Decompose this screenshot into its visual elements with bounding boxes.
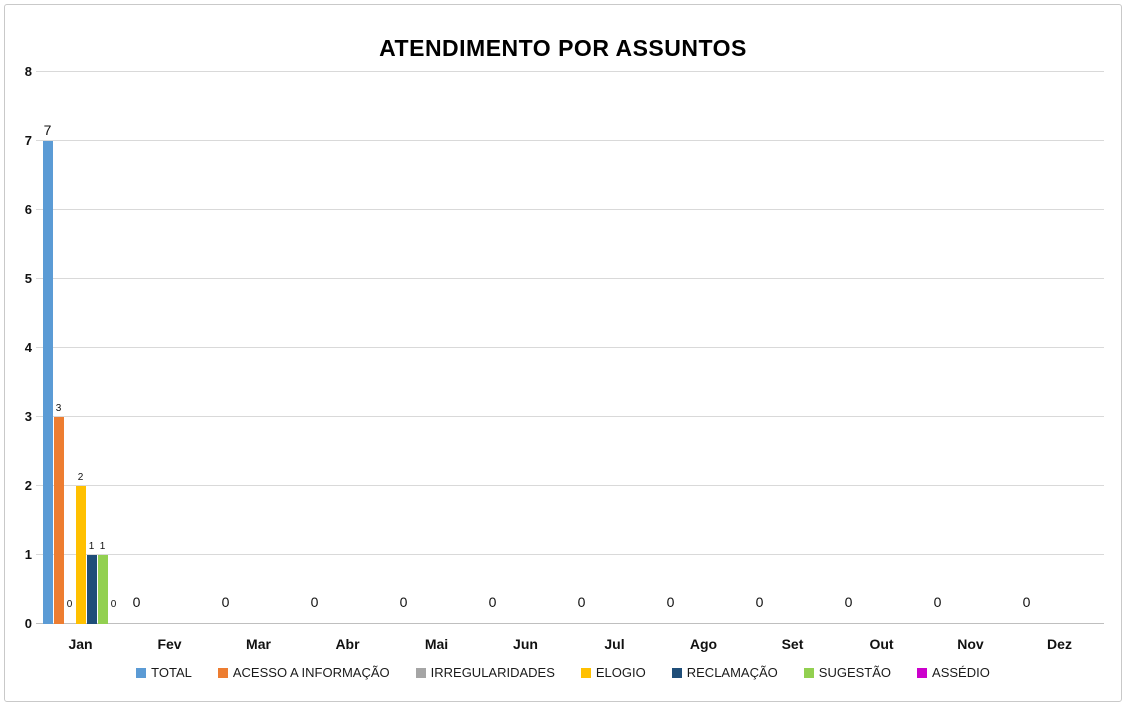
gridline-y1 bbox=[36, 554, 1104, 555]
data-label-total-nov: 0 bbox=[933, 594, 942, 610]
chart-title: ATENDIMENTO POR ASSUNTOS bbox=[379, 35, 747, 61]
bar-acesso-a-informa-o-jan bbox=[53, 417, 64, 624]
legend-label: IRREGULARIDADES bbox=[430, 665, 555, 680]
legend-label: RECLAMAÇÃO bbox=[686, 665, 778, 680]
legend: TOTAL ACESSO A INFORMAÇÃO IRREGULARIDADES E… bbox=[5, 665, 1121, 680]
legend-swatch-icon bbox=[917, 667, 928, 678]
legend-item-ass-dio: ASSÉDIO bbox=[917, 665, 990, 680]
legend-item-reclama-o: RECLAMAÇÃO bbox=[671, 665, 778, 680]
x-axis-label-mar: Mar bbox=[246, 636, 271, 652]
data-label-elogio-jan: 2 bbox=[77, 472, 84, 483]
legend-swatch-icon bbox=[671, 667, 682, 678]
y-axis-tick-6: 6 bbox=[24, 202, 32, 217]
data-label-reclama-o-jan: 1 bbox=[88, 541, 95, 552]
legend-item-acesso-a-informa-o: ACESSO A INFORMAÇÃO bbox=[217, 665, 390, 680]
legend-label: ELOGIO bbox=[595, 665, 646, 680]
data-label-total-abr: 0 bbox=[310, 594, 319, 610]
x-axis-label-out: Out bbox=[869, 636, 894, 652]
legend-label: TOTAL bbox=[151, 665, 192, 680]
x-axis-label-mai: Mai bbox=[424, 636, 449, 652]
y-axis-tick-5: 5 bbox=[24, 271, 32, 286]
legend-item-sugest-o: SUGESTÃO bbox=[803, 665, 892, 680]
gridline-y2 bbox=[36, 485, 1104, 486]
gridline-y5 bbox=[36, 278, 1104, 279]
data-label-total-out: 0 bbox=[844, 594, 853, 610]
data-label-total-jan: 7 bbox=[43, 122, 52, 138]
legend-swatch-icon bbox=[415, 667, 426, 678]
y-axis-tick-8: 8 bbox=[24, 64, 32, 79]
y-axis-tick-2: 2 bbox=[24, 478, 32, 493]
data-label-total-mar: 0 bbox=[221, 594, 230, 610]
gridline-y6 bbox=[36, 209, 1104, 210]
legend-item-total: TOTAL bbox=[136, 665, 192, 680]
data-label-total-jun: 0 bbox=[488, 594, 497, 610]
x-axis-label-jan: Jan bbox=[68, 636, 93, 652]
data-label-total-dez: 0 bbox=[1022, 594, 1031, 610]
legend-label: ACESSO A INFORMAÇÃO bbox=[232, 665, 390, 680]
data-label-total-jul: 0 bbox=[577, 594, 586, 610]
legend-label: ASSÉDIO bbox=[932, 665, 990, 680]
bar-elogio-jan bbox=[75, 486, 86, 624]
x-axis-label-nov: Nov bbox=[957, 636, 984, 652]
y-axis-tick-1: 1 bbox=[24, 547, 32, 562]
data-label-acesso-a-informa-o-jan: 3 bbox=[55, 403, 62, 414]
x-axis-label-set: Set bbox=[781, 636, 804, 652]
gridline-y8 bbox=[36, 71, 1104, 72]
legend-label: SUGESTÃO bbox=[818, 665, 892, 680]
gridline-y4 bbox=[36, 347, 1104, 348]
y-axis-tick-0: 0 bbox=[24, 616, 32, 631]
x-axis-line bbox=[36, 623, 1104, 624]
x-axis-label-abr: Abr bbox=[335, 636, 360, 652]
y-axis-tick-3: 3 bbox=[24, 409, 32, 424]
data-label-total-mai: 0 bbox=[399, 594, 408, 610]
y-axis-tick-4: 4 bbox=[24, 340, 32, 355]
legend-swatch-icon bbox=[580, 667, 591, 678]
legend-item-irregularidades: IRREGULARIDADES bbox=[415, 665, 555, 680]
x-axis-label-jun: Jun bbox=[513, 636, 538, 652]
legend-swatch-icon bbox=[217, 667, 228, 678]
bar-total-jan bbox=[42, 141, 53, 624]
data-label-sugest-o-jan: 1 bbox=[99, 541, 106, 552]
data-label-irregularidades-jan: 0 bbox=[66, 599, 73, 610]
data-label-ass-dio-jan: 0 bbox=[110, 599, 117, 610]
x-axis-label-fev: Fev bbox=[157, 636, 182, 652]
gridline-y3 bbox=[36, 416, 1104, 417]
legend-item-elogio: ELOGIO bbox=[580, 665, 646, 680]
x-axis-label-dez: Dez bbox=[1047, 636, 1072, 652]
data-label-total-fev: 0 bbox=[132, 594, 141, 610]
x-axis-label-jul: Jul bbox=[604, 636, 625, 652]
bar-reclama-o-jan bbox=[86, 555, 97, 624]
legend-swatch-icon bbox=[136, 667, 147, 678]
y-axis-tick-7: 7 bbox=[24, 133, 32, 148]
gridline-y7 bbox=[36, 140, 1104, 141]
bar-sugest-o-jan bbox=[97, 555, 108, 624]
plot-area: 0 1 2 3 4 5 6 7 8 7 3 0 2 1 1 0 Jan 0 Fev 0 Mar 0 Abr 0 Mai 0 Jun 0… bbox=[25, 65, 1104, 652]
legend-swatch-icon bbox=[803, 667, 814, 678]
x-axis-label-ago: Ago bbox=[689, 636, 718, 652]
data-label-total-ago: 0 bbox=[666, 594, 675, 610]
data-label-total-set: 0 bbox=[755, 594, 764, 610]
